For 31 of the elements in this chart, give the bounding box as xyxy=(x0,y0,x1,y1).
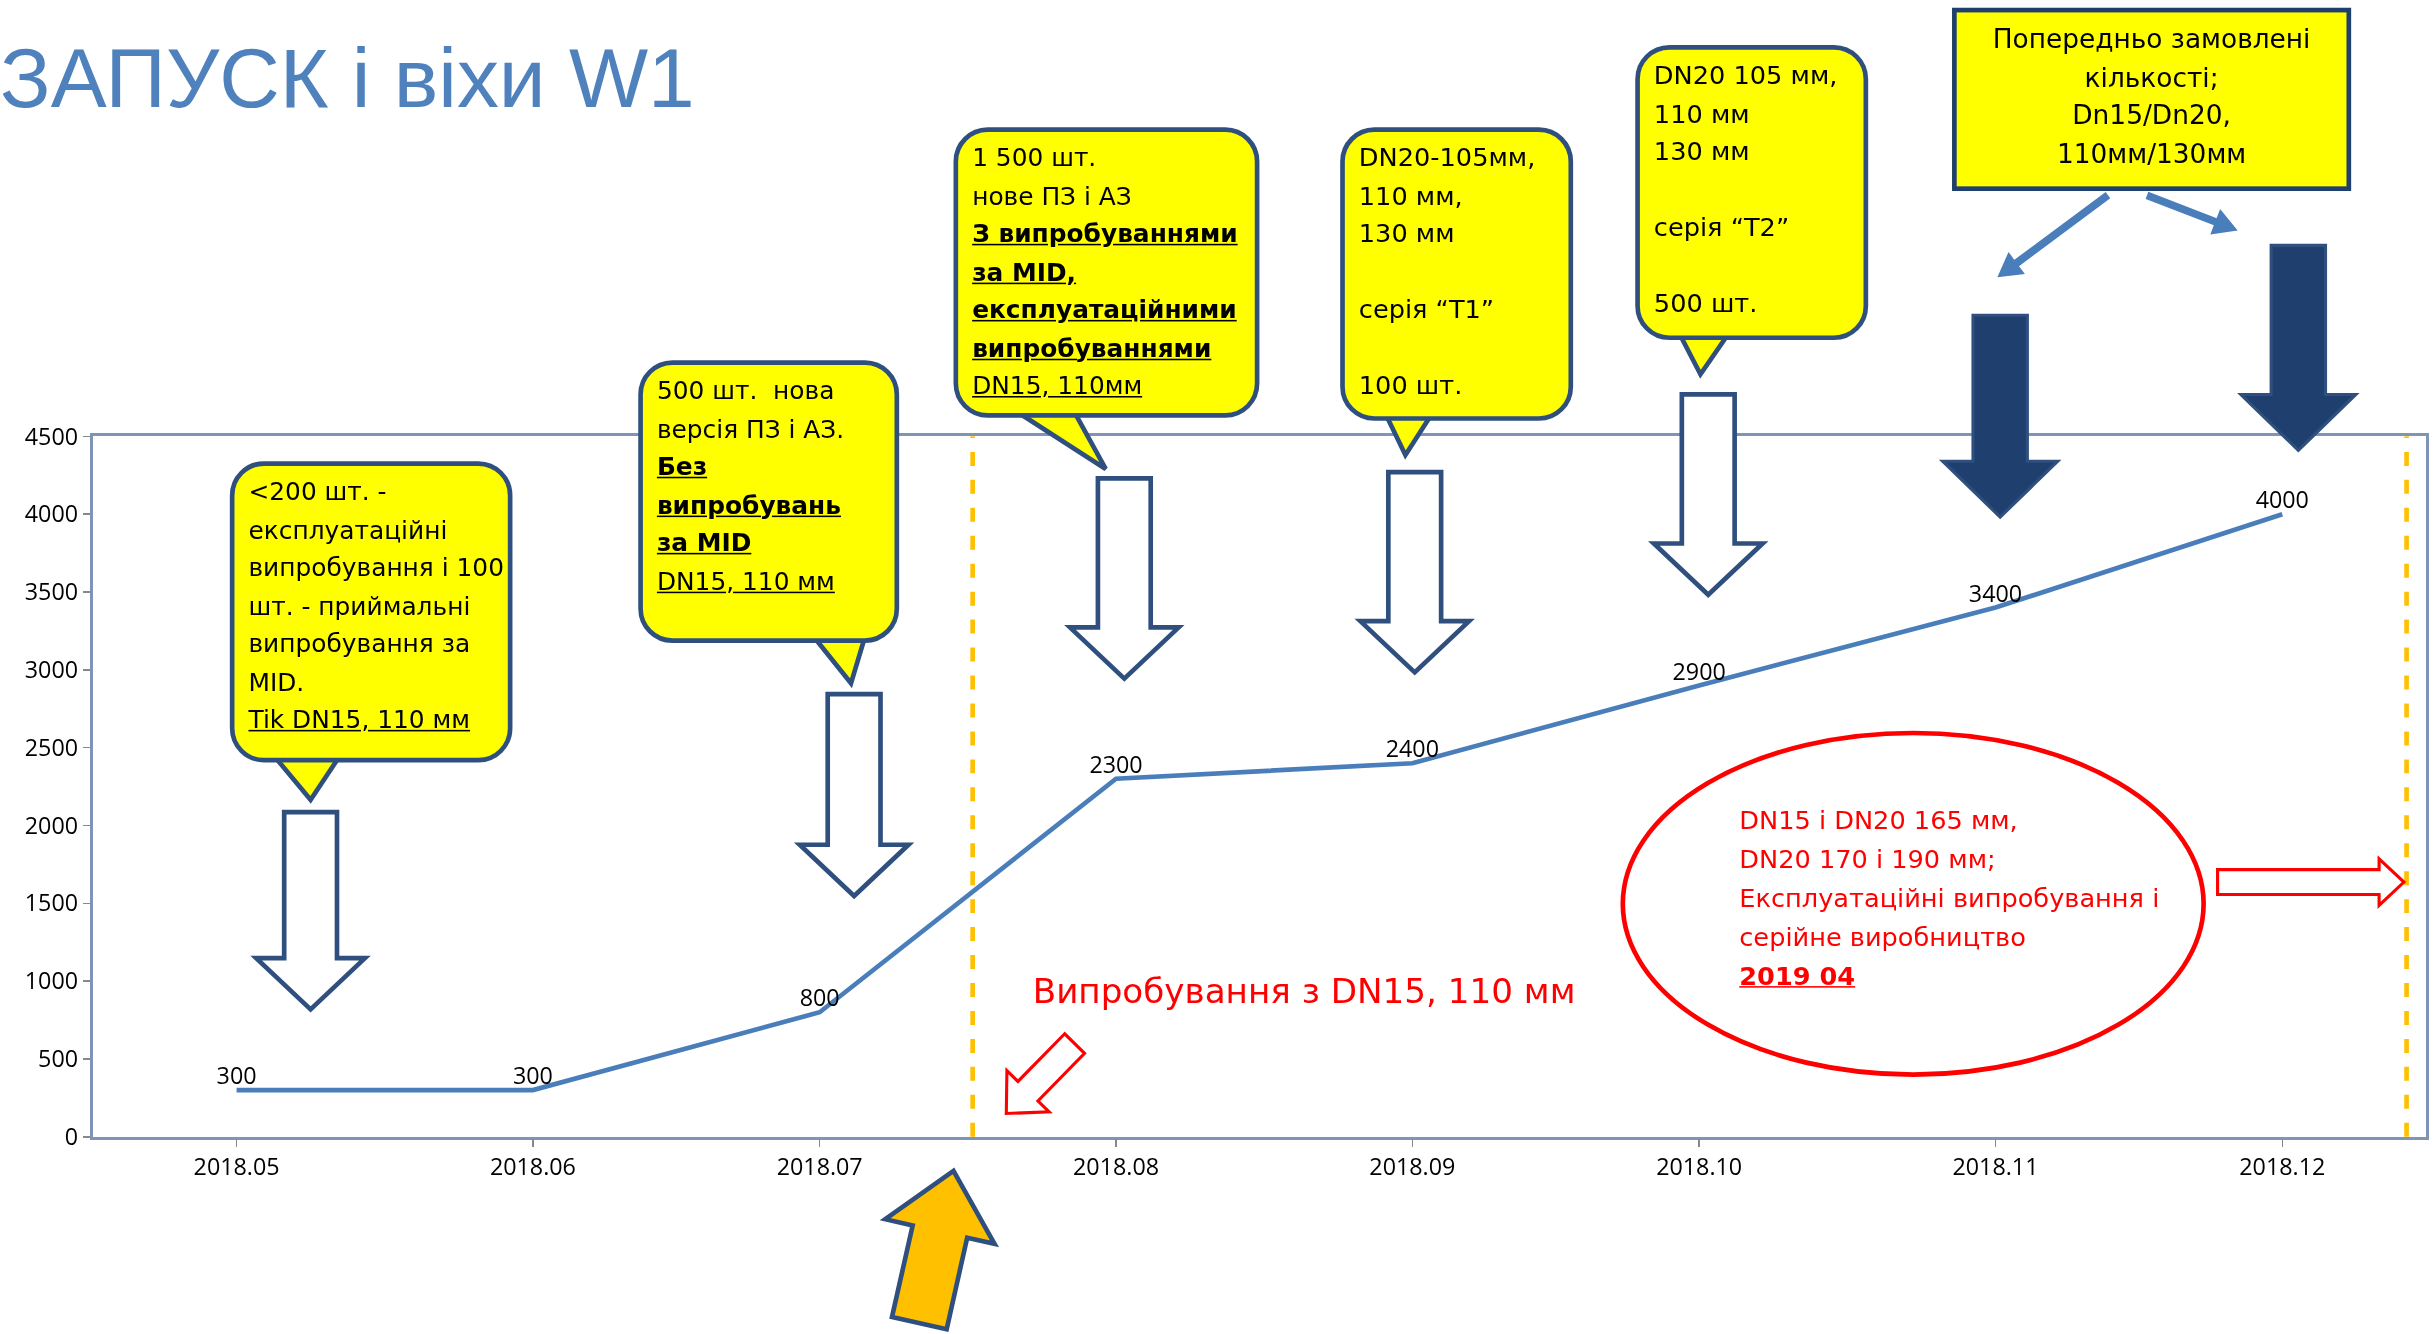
x-tick-label: 2018.07 xyxy=(776,1150,863,1183)
data-label: 300 xyxy=(216,1059,257,1092)
x-tick-label: 2018.09 xyxy=(1369,1150,1456,1183)
data-label: 2900 xyxy=(1672,654,1726,687)
y-tick-label: 2500 xyxy=(24,730,79,763)
text: DN20-105мм, 110 мм, 130 мм серія “T1” 100 шт. xyxy=(1358,142,1536,401)
y-tick-label: 2000 xyxy=(24,808,79,841)
y-tick-label: 4000 xyxy=(24,497,79,530)
data-label: 3400 xyxy=(1968,576,2023,609)
chart-title: ЗАПУСК і віхи W1 xyxy=(0,30,695,125)
x-tick-label: 2018.11 xyxy=(1952,1150,2039,1183)
x-tick-label: 2018.06 xyxy=(489,1150,576,1183)
data-label: 2300 xyxy=(1089,747,1143,780)
y-tick-label: 4500 xyxy=(24,419,79,452)
x-tick-label: 2018.05 xyxy=(193,1150,280,1183)
y-tick-label: 0 xyxy=(64,1119,79,1152)
text: DN20 105 мм, 110 мм 130 мм серія “T2” 500 шт. xyxy=(1653,60,1838,319)
y-tick-label: 3000 xyxy=(24,652,79,685)
annotation: Випробування з DN15, 110 мм xyxy=(1032,972,1576,1012)
y-tick-label: 1000 xyxy=(24,964,79,997)
x-tick-label: 2018.08 xyxy=(1073,1150,1160,1183)
y-tick-label: 500 xyxy=(38,1042,79,1075)
data-label: 300 xyxy=(512,1059,553,1092)
annotation: DN15 і DN20 165 мм, DN20 170 і 190 мм; Експлуатаційні випробування і серійне виробництво 2019 04 xyxy=(1739,804,2160,993)
x-tick-label: 2018.12 xyxy=(2239,1150,2326,1183)
data-label: 2400 xyxy=(1385,732,1439,765)
data-label: 800 xyxy=(799,981,840,1014)
y-tick-label: 3500 xyxy=(24,575,79,608)
y-tick-label: 1500 xyxy=(24,886,79,919)
data-label: 4000 xyxy=(2255,483,2309,516)
x-tick-label: 2018.10 xyxy=(1656,1150,1743,1183)
